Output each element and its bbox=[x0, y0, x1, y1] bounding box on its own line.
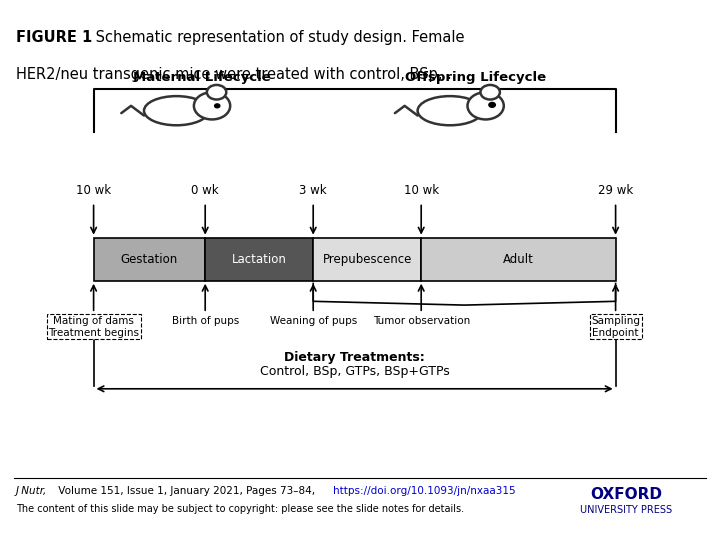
Text: UNIVERSITY PRESS: UNIVERSITY PRESS bbox=[580, 505, 672, 515]
Text: Control, BSp, GTPs, BSp+GTPs: Control, BSp, GTPs, BSp+GTPs bbox=[260, 365, 449, 378]
Circle shape bbox=[207, 85, 226, 99]
Text: Prepubescence: Prepubescence bbox=[323, 253, 412, 266]
Text: Sampling
Endpoint: Sampling Endpoint bbox=[591, 316, 640, 338]
Text: 3 wk: 3 wk bbox=[300, 184, 327, 197]
Text: HER2/neu transgenic mice were treated with control, BSp, ...: HER2/neu transgenic mice were treated wi… bbox=[16, 68, 461, 83]
Text: 10 wk: 10 wk bbox=[404, 184, 438, 197]
Text: 0 wk: 0 wk bbox=[192, 184, 219, 197]
Text: Weaning of pups: Weaning of pups bbox=[269, 316, 357, 326]
Text: Dietary Treatments:: Dietary Treatments: bbox=[284, 352, 425, 365]
Text: Maternal Lifecycle: Maternal Lifecycle bbox=[132, 71, 271, 84]
Text: Tumor observation: Tumor observation bbox=[372, 316, 470, 326]
Text: Mating of dams
Treatment begins: Mating of dams Treatment begins bbox=[48, 316, 139, 338]
Ellipse shape bbox=[144, 96, 209, 125]
FancyBboxPatch shape bbox=[94, 238, 205, 281]
Text: Birth of pups: Birth of pups bbox=[171, 316, 239, 326]
Text: Gestation: Gestation bbox=[121, 253, 178, 266]
Text: Schematic representation of study design. Female: Schematic representation of study design… bbox=[91, 30, 465, 45]
FancyBboxPatch shape bbox=[205, 238, 313, 281]
Text: 10 wk: 10 wk bbox=[76, 184, 111, 197]
Circle shape bbox=[194, 92, 230, 119]
Text: 29 wk: 29 wk bbox=[598, 184, 633, 197]
Circle shape bbox=[489, 103, 495, 107]
Circle shape bbox=[480, 85, 500, 99]
Text: FIGURE 1: FIGURE 1 bbox=[16, 30, 92, 45]
Text: Volume 151, Issue 1, January 2021, Pages 73–84,: Volume 151, Issue 1, January 2021, Pages… bbox=[55, 486, 319, 496]
Text: The content of this slide may be subject to copyright: please see the slide note: The content of this slide may be subject… bbox=[16, 504, 464, 515]
Text: https://doi.org/10.1093/jn/nxaa315: https://doi.org/10.1093/jn/nxaa315 bbox=[333, 486, 516, 496]
Text: Lactation: Lactation bbox=[232, 253, 287, 266]
Circle shape bbox=[467, 92, 504, 119]
Text: Offspring Lifecycle: Offspring Lifecycle bbox=[405, 71, 546, 84]
FancyBboxPatch shape bbox=[313, 238, 421, 281]
Text: Adult: Adult bbox=[503, 253, 534, 266]
Ellipse shape bbox=[418, 96, 482, 125]
Text: OXFORD: OXFORD bbox=[590, 487, 662, 502]
Circle shape bbox=[215, 104, 220, 108]
Text: J Nutr,: J Nutr, bbox=[16, 486, 47, 496]
FancyBboxPatch shape bbox=[421, 238, 616, 281]
